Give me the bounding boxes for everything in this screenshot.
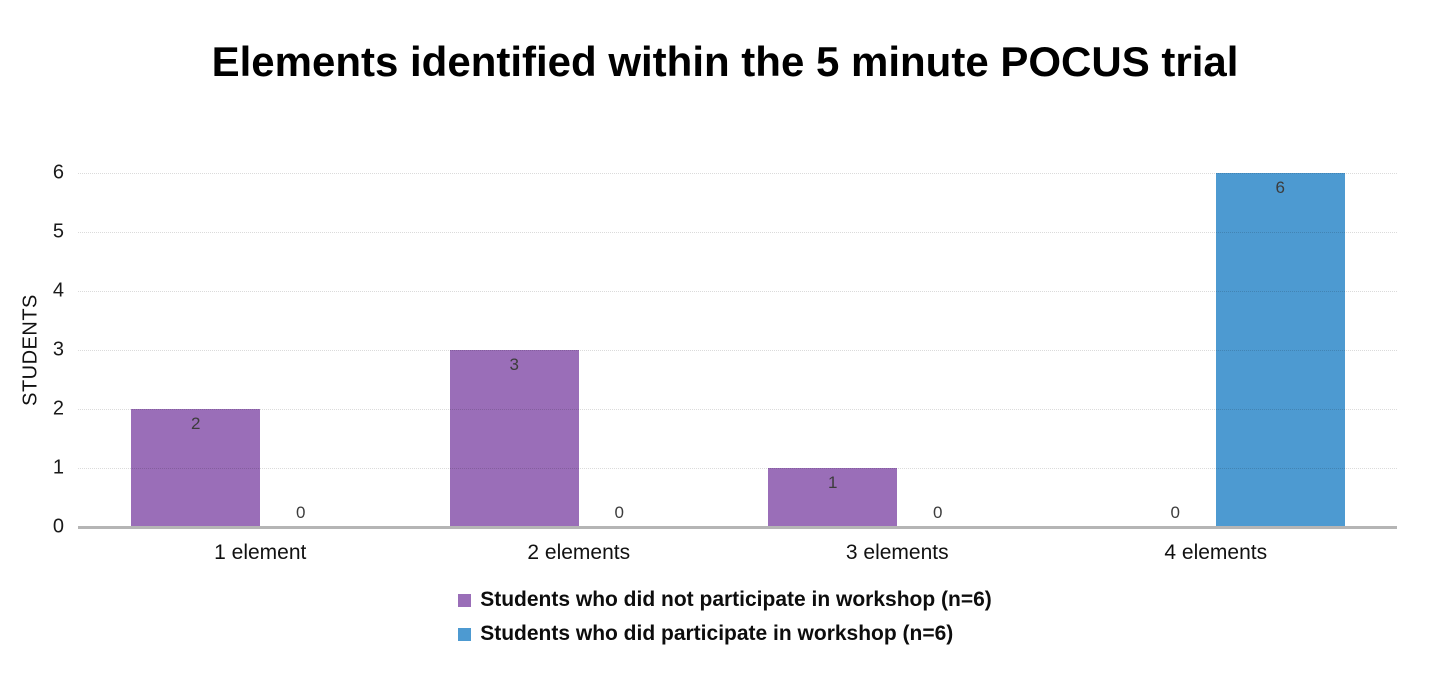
legend-item: Students who did not participate in work…	[458, 583, 992, 617]
x-axis-label: 2 elements	[527, 541, 631, 564]
bar-slot: 6	[1215, 173, 1345, 527]
bar-slot: 3	[449, 173, 579, 527]
gridline	[78, 350, 1397, 351]
x-axis-label: 4 elements	[1164, 541, 1268, 564]
x-axis-labels: 1 element 2 elements 3 elements 4 elements	[101, 541, 1375, 565]
gridline	[78, 468, 1397, 469]
legend-label: Students who did participate in workshop…	[480, 622, 954, 645]
bar	[449, 350, 579, 527]
bar-slot: 0	[579, 173, 708, 527]
x-axis-label: 1 element	[214, 541, 307, 564]
bar	[131, 409, 261, 527]
gridline	[78, 409, 1397, 410]
bar-slot: 1	[768, 173, 898, 527]
y-tick-label: 4	[52, 279, 64, 302]
bar-slot: 0	[897, 173, 1026, 527]
legend-swatch	[458, 627, 472, 641]
y-tick-label: 3	[52, 338, 64, 361]
x-axis-label: 3 elements	[845, 541, 949, 564]
bar	[1215, 173, 1345, 527]
legend: Students who did not participate in work…	[0, 583, 1450, 651]
legend-label: Students who did not participate in work…	[480, 588, 992, 611]
legend-item: Students who did participate in workshop…	[458, 617, 953, 651]
y-tick-label: 2	[52, 397, 64, 420]
bar-value-label: 0	[1170, 503, 1180, 522]
bar-slot: 2	[131, 173, 261, 527]
bar	[768, 468, 898, 527]
bar-value-label: 2	[191, 414, 201, 433]
legend-swatch	[458, 593, 472, 607]
x-axis-line	[78, 526, 1397, 529]
y-tick-label: 6	[52, 161, 64, 184]
y-tick-label: 5	[52, 220, 64, 243]
gridline	[78, 291, 1397, 292]
bar-value-label: 3	[509, 355, 519, 374]
bar-slot: 0	[260, 173, 389, 527]
bar-value-label: 1	[828, 473, 838, 492]
y-tick-label: 0	[52, 515, 64, 538]
bar-slot: 0	[1087, 173, 1216, 527]
bar-value-label: 6	[1275, 178, 1285, 197]
y-tick-label: 1	[52, 456, 64, 479]
gridline	[78, 173, 1397, 174]
bar-value-label: 0	[296, 503, 306, 522]
chart-title: Elements identified within the 5 minute …	[211, 38, 1239, 85]
bar-value-label: 0	[614, 503, 624, 522]
bar-value-label: 0	[933, 503, 943, 522]
legend-items: Students who did not participate in work…	[458, 583, 992, 651]
gridline	[78, 232, 1397, 233]
